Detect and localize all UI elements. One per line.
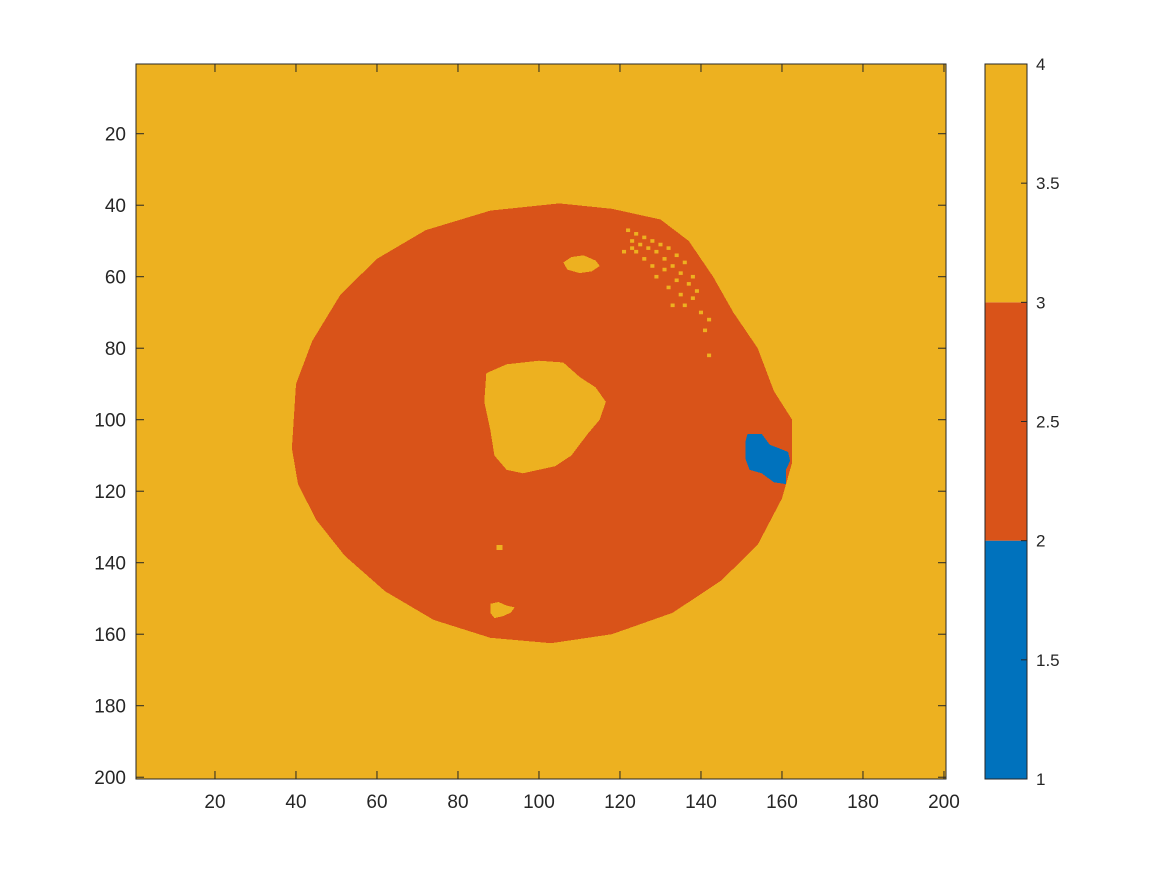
y-tick-label: 140	[94, 554, 126, 575]
colorbar-tick-label: 3	[1036, 293, 1045, 312]
x-tick-label: 120	[604, 792, 636, 813]
heatmap-speckle	[658, 242, 663, 247]
y-tick-label: 80	[105, 339, 126, 360]
heatmap-speckle	[670, 264, 675, 268]
heatmap-speckle	[698, 310, 703, 315]
heatmap-speckle	[670, 303, 675, 308]
colorbar-tick-label: 2.5	[1036, 413, 1060, 432]
x-tick-label: 80	[447, 792, 468, 813]
heatmap-speckle	[626, 228, 631, 233]
colorbar-segment	[985, 302, 1027, 541]
heatmap-speckle	[634, 249, 639, 254]
colorbar-tick-label: 2	[1036, 532, 1045, 551]
heatmap-speckle	[662, 267, 667, 272]
colorbar-tick-label: 1.5	[1036, 651, 1060, 670]
x-tick-label: 160	[766, 792, 798, 813]
y-tick-label: 180	[94, 697, 126, 718]
x-tick-label: 140	[685, 792, 717, 813]
heatmap-speckle	[630, 246, 635, 250]
heatmap-speckle	[678, 271, 683, 275]
x-axis: 20 40 60 80 100 120 140 160 180 200	[204, 64, 960, 813]
heatmap-speckle	[686, 282, 691, 286]
y-tick-label: 160	[94, 625, 126, 646]
heatmap-speckle	[674, 278, 679, 283]
heatmap-speckle	[707, 317, 712, 322]
heatmap-speckle	[634, 232, 639, 236]
heatmap-region-small-hole-2	[490, 602, 515, 619]
colorbar: 1 1.5 2 2.5 3 3.5 4	[984, 55, 1060, 789]
heatmap-speckle	[642, 235, 647, 240]
y-axis: 20 40 60 80 100 120 140 160 180 200	[94, 125, 946, 789]
colorbar-segment	[985, 540, 1027, 779]
heatmap-region-small-hole-1	[563, 255, 600, 274]
heatmap-region-blue-patch	[745, 434, 791, 485]
y-tick-label: 40	[105, 196, 126, 217]
heatmap-speckle	[630, 239, 635, 243]
heatmap-speckle	[674, 253, 679, 258]
heatmap-plot-area	[135, 63, 947, 780]
y-tick-label: 200	[94, 768, 126, 789]
colorbar-tick-label: 4	[1036, 55, 1045, 74]
heatmap-region-speck-1	[496, 544, 503, 551]
heatmap-speckle	[650, 264, 655, 268]
heatmap-speckle	[642, 257, 647, 261]
colorbar-tick-label: 1	[1036, 770, 1045, 789]
heatmap-region-center-hole	[484, 360, 606, 474]
x-tick-label: 100	[523, 792, 555, 813]
heatmap-speckle	[638, 242, 643, 247]
heatmap-speckle	[622, 249, 627, 254]
y-tick-label: 20	[105, 125, 126, 146]
heatmap-speckle	[694, 289, 699, 293]
heatmap-speckle	[690, 274, 695, 279]
x-tick-label: 20	[204, 792, 225, 813]
heatmap-speckle	[678, 292, 683, 297]
plot-frame	[135, 63, 947, 780]
heatmap-speckle	[690, 296, 695, 300]
y-tick-label: 100	[94, 411, 126, 432]
heatmap-speckle	[682, 303, 687, 308]
heatmap-speckle	[654, 274, 659, 279]
x-tick-label: 40	[285, 792, 306, 813]
y-tick-label: 60	[105, 268, 126, 289]
heatmap-speckle	[703, 328, 708, 333]
heatmap-speckle	[646, 246, 651, 250]
x-tick-label: 200	[928, 792, 960, 813]
heatmap-speckle	[707, 353, 712, 358]
heatmap-speckle	[654, 249, 659, 254]
colorbar-segment	[985, 64, 1027, 303]
y-tick-label: 120	[94, 482, 126, 503]
heatmap-speckle	[682, 260, 687, 265]
heatmap-speckle	[662, 257, 667, 261]
colorbar-tick-label: 3.5	[1036, 174, 1060, 193]
heatmap-speckle	[650, 239, 655, 243]
x-tick-label: 180	[847, 792, 879, 813]
heatmap-speckle	[666, 246, 671, 250]
x-tick-label: 60	[366, 792, 387, 813]
heatmap-speckle	[666, 285, 671, 290]
